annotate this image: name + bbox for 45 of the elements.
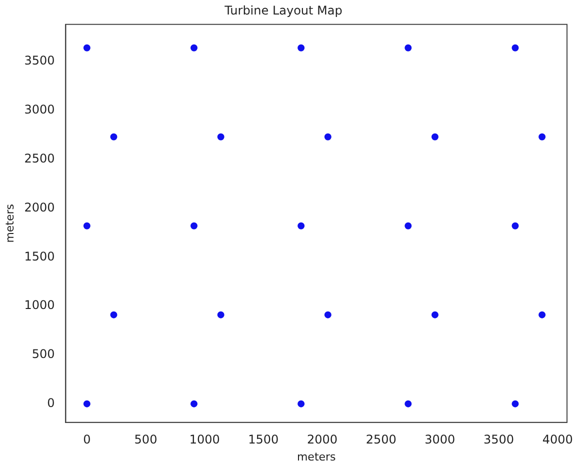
point (431, 311, 438, 318)
point (404, 222, 412, 230)
x-tick-label: 500 (134, 432, 158, 447)
x-axis-title: meters (296, 450, 336, 464)
x-tick-label: 3500 (483, 432, 514, 447)
x-tick-label: 4000 (542, 432, 573, 447)
x-tick-label: 2500 (366, 432, 396, 447)
x-tick-label: 3000 (424, 432, 456, 447)
x-tick-label: 1000 (189, 432, 220, 447)
chart-title: Turbine Layout Map (224, 3, 342, 18)
point (298, 400, 305, 408)
y-tick-label: 2500 (24, 151, 55, 166)
point (512, 400, 519, 408)
y-tick-label: 0 (47, 396, 55, 410)
point (538, 311, 546, 318)
point (190, 44, 198, 52)
y-tick-label: 1000 (24, 298, 55, 312)
point (298, 44, 305, 52)
point (83, 400, 90, 408)
point (538, 133, 546, 140)
point (110, 133, 118, 140)
x-tick-label: 2000 (306, 432, 338, 447)
x-tick-label: 1500 (248, 432, 279, 447)
x-tick-label: 0 (83, 432, 91, 447)
y-tick-label: 1500 (24, 249, 55, 264)
point (190, 400, 198, 408)
point (512, 44, 519, 52)
point (217, 133, 224, 140)
point (324, 311, 332, 318)
point (512, 222, 519, 230)
point (217, 311, 224, 318)
y-tick-label: 500 (32, 347, 55, 362)
point (324, 133, 332, 140)
point (110, 311, 118, 318)
y-tick-label: 3500 (24, 54, 55, 68)
y-tick-label: 2000 (24, 200, 55, 214)
point (298, 222, 305, 230)
point (83, 222, 90, 230)
point (190, 222, 198, 230)
y-axis-title: meters (3, 204, 16, 243)
point (431, 133, 438, 140)
y-tick-label: 3000 (24, 102, 55, 117)
point (404, 400, 412, 408)
point (83, 44, 90, 52)
point (404, 44, 412, 52)
